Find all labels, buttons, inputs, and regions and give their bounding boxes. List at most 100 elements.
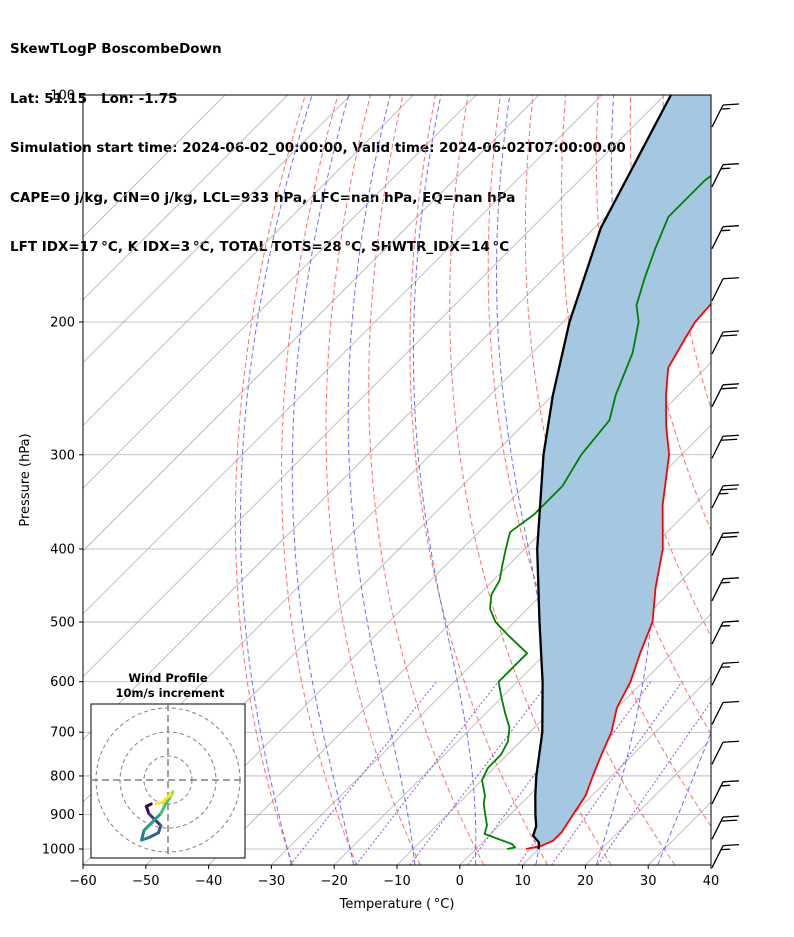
- x-tick-label: −30: [258, 874, 285, 889]
- wind-barb-half-flag: [721, 624, 731, 627]
- wind-barb-flag: [721, 488, 738, 491]
- dewpoint-profile: [481, 174, 711, 850]
- y-tick-label: 500: [50, 616, 75, 631]
- hodograph-segment: [142, 819, 156, 832]
- x-tick-label: −20: [320, 874, 347, 889]
- wind-barb-flag: [722, 577, 740, 580]
- dry-adiabat: [281, 95, 357, 865]
- hodograph-segment: [152, 812, 163, 823]
- wind-barb-flag: [721, 387, 738, 390]
- isotherm-gridline: [333, 487, 711, 865]
- y-tick-label: 600: [50, 675, 75, 690]
- moist-adiabat: [291, 95, 355, 865]
- dry-adiabat: [325, 95, 421, 865]
- y-tick-label: 100: [50, 89, 75, 104]
- wind-barb: [711, 844, 740, 868]
- wind-barb-flag: [722, 531, 740, 535]
- hodograph-title: Wind Profile: [128, 671, 208, 685]
- wind-barb: [711, 577, 740, 602]
- figure-header: SkewTLogP BoscombeDown Lat: 51.15 Lon: -…: [10, 8, 626, 272]
- wind-barb: [711, 163, 740, 187]
- wind-barb-flag: [722, 103, 740, 106]
- wind-barb-staff: [711, 485, 724, 509]
- mixing-ratio-line: [409, 681, 550, 865]
- wind-barb-flag: [722, 620, 740, 623]
- wind-barb: [711, 700, 740, 725]
- wind-barb: [711, 780, 740, 805]
- y-axis-title: Pressure (hPa): [18, 433, 33, 526]
- header-times: Simulation start time: 2024-06-02_00:00:…: [10, 140, 626, 156]
- x-tick-label: −10: [383, 874, 410, 889]
- x-tick-label: 30: [640, 874, 657, 889]
- wind-barb: [711, 383, 740, 408]
- x-tick-label: 20: [577, 874, 594, 889]
- wind-barb: [711, 740, 740, 765]
- x-tick-label: 40: [703, 874, 720, 889]
- isotherm-gridline: [774, 95, 794, 865]
- y-tick-label: 300: [50, 448, 75, 463]
- wind-barb-half-flag: [721, 229, 731, 232]
- wind-barb: [711, 103, 740, 128]
- moist-adiabat: [657, 731, 711, 865]
- moist-adiabat: [240, 95, 313, 865]
- isotherm-gridline: [83, 95, 665, 678]
- isotherm-gridline: [83, 95, 226, 238]
- wind-barb-staff: [711, 533, 724, 556]
- hodograph-plot: [91, 704, 245, 858]
- wind-barb-flag: [722, 815, 740, 818]
- dry-adiabat: [368, 95, 485, 865]
- wind-barb-flag: [721, 819, 738, 822]
- wind-barb-flag: [722, 740, 740, 743]
- wind-barb: [711, 434, 740, 459]
- wind-barb-staff: [711, 845, 724, 868]
- wind-barb-staff: [711, 384, 724, 408]
- mixing-ratio-line: [289, 681, 437, 865]
- parcel-profile: [531, 95, 672, 850]
- hodograph-segment: [140, 828, 146, 842]
- dry-adiabat: [728, 95, 794, 865]
- wind-barb: [711, 661, 740, 686]
- x-axis-title: Temperature ( °C): [339, 897, 455, 912]
- wind-barb: [711, 531, 740, 556]
- wind-barb-staff: [711, 104, 724, 128]
- y-tick-label: 700: [50, 726, 75, 741]
- hodograph-subtitle: 10m/s increment: [116, 686, 225, 700]
- wind-barb-staff: [711, 781, 724, 805]
- temperature-profile: [525, 302, 711, 850]
- header-title: SkewTLogP BoscombeDown: [10, 41, 222, 57]
- wind-barb-flag: [722, 661, 740, 664]
- wind-barb: [711, 277, 740, 302]
- wind-barb-staff: [711, 741, 724, 765]
- dry-adiabat: [409, 95, 549, 865]
- wind-barb: [711, 620, 740, 645]
- isotherm-gridline: [83, 95, 414, 426]
- wind-barb-staff: [711, 226, 724, 249]
- wind-barb-flag: [721, 334, 738, 337]
- isotherm-gridline: [83, 110, 711, 740]
- cin-shading: [526, 95, 711, 849]
- dry-adiabat: [524, 95, 711, 828]
- wind-barb-flag: [722, 330, 740, 333]
- wind-barb-half-flag: [719, 492, 729, 495]
- y-tick-label: 200: [50, 315, 75, 330]
- y-tick-label: 900: [50, 808, 75, 823]
- hodograph-segment: [147, 831, 160, 840]
- wind-barb-flag: [722, 700, 740, 704]
- isotherm-gridline: [396, 550, 711, 865]
- y-tick-label: 1000: [42, 843, 75, 858]
- wind-barb-flag: [722, 484, 740, 487]
- wind-barb-flag: [722, 844, 740, 847]
- isotherm-gridline: [271, 424, 711, 865]
- x-tick-label: −40: [195, 874, 222, 889]
- x-tick-label: −60: [69, 874, 96, 889]
- hodograph-segment: [161, 792, 172, 804]
- wind-barb-flag: [722, 277, 740, 280]
- y-tick-label: 800: [50, 769, 75, 784]
- wind-barb-staff: [711, 662, 724, 686]
- isotherm-gridline: [83, 95, 289, 301]
- wind-barb-staff: [711, 702, 724, 725]
- header-indices-2: LFT IDX=17 °C, K IDX=3 °C, TOTAL TOTS=28…: [10, 239, 510, 255]
- hodograph-segment: [154, 800, 165, 806]
- wind-barb-half-flag: [721, 167, 731, 170]
- x-tick-label: 10: [514, 874, 531, 889]
